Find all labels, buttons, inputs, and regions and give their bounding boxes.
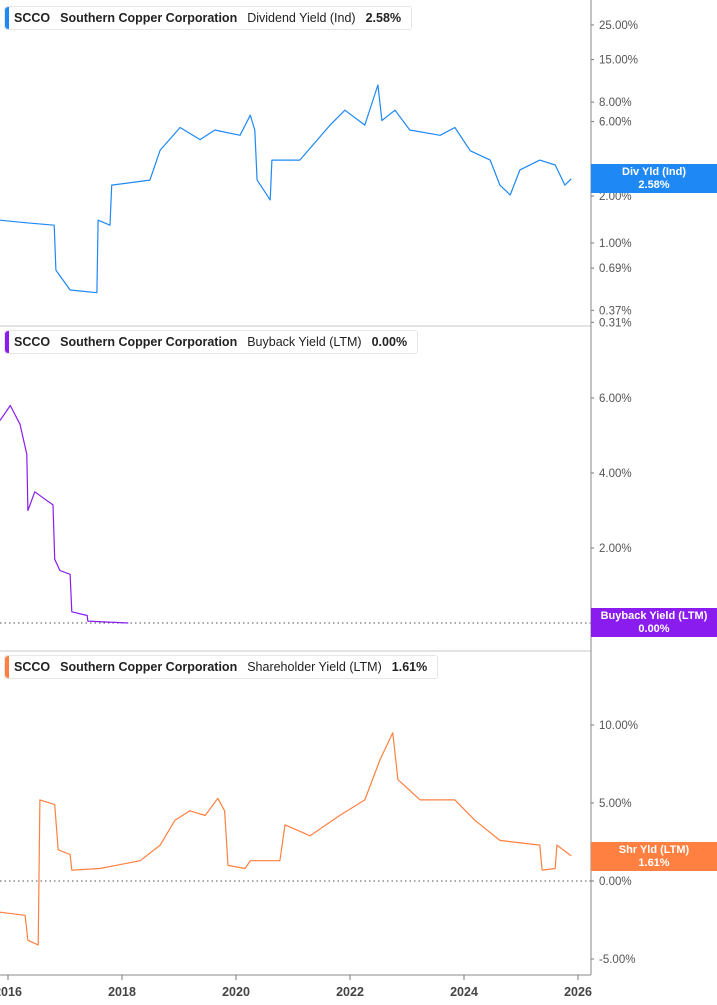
metric-value: 2.58% xyxy=(365,11,402,25)
series-line xyxy=(0,732,572,946)
y-tick-label: 2.00% xyxy=(599,543,632,555)
tag-value: 0.00% xyxy=(638,622,670,635)
current-value-tag-shareholder: Shr Yld (LTM) 1.61% xyxy=(591,842,717,871)
series-color-marker xyxy=(5,656,9,678)
y-tick-label: 15.00% xyxy=(599,55,638,67)
y-tick-label: 6.00% xyxy=(599,117,632,129)
tag-value: 1.61% xyxy=(638,856,670,869)
y-tick-label: 1.00% xyxy=(599,238,632,250)
tag-label: Div Yld (Ind) xyxy=(622,165,686,178)
header-buyback-yield: SCCO Southern Copper Corporation Buyback… xyxy=(4,330,419,354)
x-tick-label: 2026 xyxy=(564,985,592,999)
y-tick-label: 6.00% xyxy=(599,393,632,405)
metric-name: Buyback Yield (LTM) xyxy=(247,335,362,349)
company-name: Southern Copper Corporation xyxy=(60,660,238,674)
metric-name: Dividend Yield (Ind) xyxy=(247,11,356,25)
metric-value: 0.00% xyxy=(371,335,408,349)
y-tick-label: 0.37% xyxy=(599,305,632,317)
tag-value: 2.58% xyxy=(638,178,670,191)
y-tick-label: 5.00% xyxy=(599,798,632,810)
x-tick-label: 2020 xyxy=(222,985,250,999)
series-color-marker xyxy=(5,7,9,29)
x-tick-label: 2018 xyxy=(108,985,136,999)
ticker: SCCO xyxy=(14,335,51,349)
series-line xyxy=(0,84,572,294)
header-shareholder-yield: SCCO Southern Copper Corporation Shareho… xyxy=(4,655,439,679)
ticker: SCCO xyxy=(14,11,51,25)
company-name: Southern Copper Corporation xyxy=(60,11,238,25)
y-tick-label: 10.00% xyxy=(599,720,638,732)
company-name: Southern Copper Corporation xyxy=(60,335,238,349)
y-tick-label: 0.00% xyxy=(599,876,632,888)
x-tick-label: 2024 xyxy=(450,985,478,999)
y-tick-label: 25.00% xyxy=(599,20,638,32)
header-dividend-yield: SCCO Southern Copper Corporation Dividen… xyxy=(4,6,413,30)
metric-name: Shareholder Yield (LTM) xyxy=(247,660,382,674)
current-value-tag-buyback: Buyback Yield (LTM) 0.00% xyxy=(591,608,717,637)
metric-value: 1.61% xyxy=(391,660,428,674)
ticker: SCCO xyxy=(14,660,51,674)
x-tick-label: 2016 xyxy=(0,985,22,999)
y-tick-label: 4.00% xyxy=(599,468,632,480)
series-line xyxy=(0,404,129,624)
current-value-tag-dividend: Div Yld (Ind) 2.58% xyxy=(591,164,717,193)
y-tick-label: 0.31% xyxy=(599,317,632,329)
tag-label: Buyback Yield (LTM) xyxy=(600,609,708,622)
x-tick-label: 2022 xyxy=(336,985,364,999)
tag-label: Shr Yld (LTM) xyxy=(618,843,690,856)
y-tick-label: -5.00% xyxy=(599,954,635,966)
y-tick-label: 8.00% xyxy=(599,97,632,109)
y-tick-label: 2.00% xyxy=(599,191,632,203)
y-tick-label: 0.69% xyxy=(599,263,632,275)
series-color-marker xyxy=(5,331,9,353)
